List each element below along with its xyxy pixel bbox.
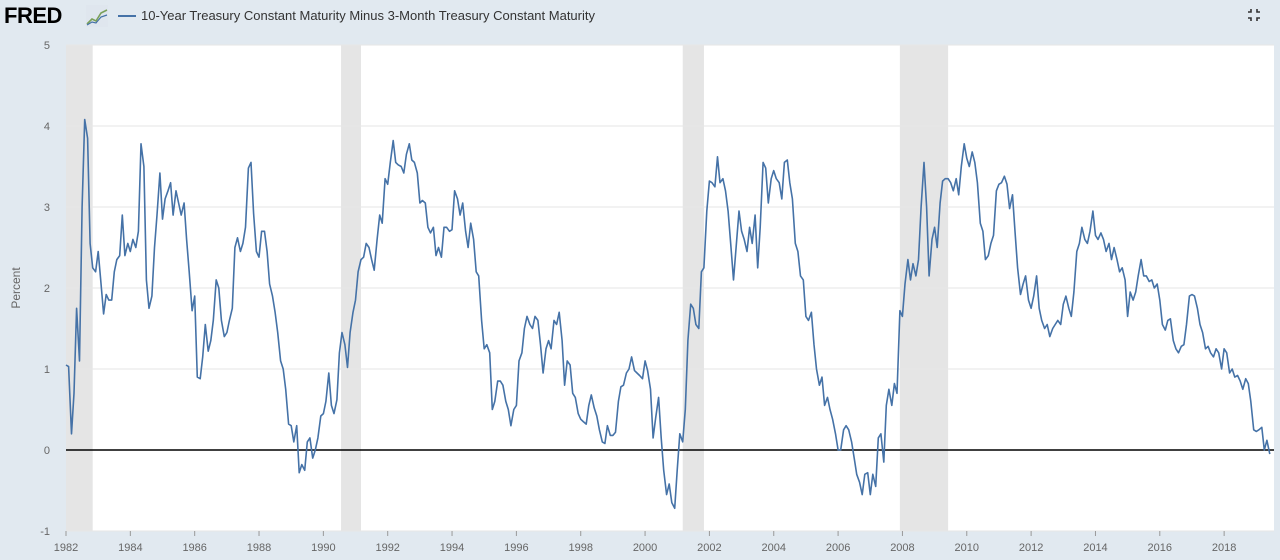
y-tick-label: 0 (44, 445, 50, 457)
x-tick-label: 2014 (1083, 542, 1107, 554)
fred-logo[interactable]: FRED (4, 3, 62, 28)
y-tick-label: 5 (44, 40, 50, 52)
x-tick-label: 1996 (504, 542, 528, 554)
x-tick-label: 2012 (1019, 542, 1043, 554)
y-tick-label: 2 (44, 283, 50, 295)
y-tick-label: 4 (44, 121, 50, 133)
x-tick-label: 2000 (633, 542, 657, 554)
series-line (65, 118, 1271, 510)
x-tick-label: 1992 (375, 542, 399, 554)
x-tick-label: 1988 (247, 542, 271, 554)
y-tick-label: 1 (44, 364, 50, 376)
x-tick-label: 1994 (440, 542, 464, 554)
y-axis-title: Percent (9, 267, 23, 309)
legend-swatch (118, 15, 136, 17)
x-tick-label: 1998 (568, 542, 592, 554)
x-tick-label: 1986 (182, 542, 206, 554)
x-tick-label: 2018 (1212, 542, 1236, 554)
x-tick-label: 2010 (955, 542, 979, 554)
y-tick-label: 3 (44, 202, 50, 214)
graph-icon (86, 5, 108, 27)
x-tick-label: 2016 (1148, 542, 1172, 554)
y-tick-label: -1 (40, 526, 50, 538)
x-tick-label: 2008 (890, 542, 914, 554)
x-tick-label: 2006 (826, 542, 850, 554)
x-tick-label: 1990 (311, 542, 335, 554)
y-axis-ticks: -1 0 1 2 3 4 5 (40, 40, 50, 538)
x-tick-label: 1982 (54, 542, 78, 554)
x-axis-ticks: 1982 1984 1986 1988 1990 1992 1994 1996 1998 2000… (54, 531, 1236, 554)
x-tick-label: 2004 (762, 542, 786, 554)
x-tick-label: 1984 (118, 542, 142, 554)
x-tick-label: 2002 (697, 542, 721, 554)
chart-header: FRED 10-Year Treasury Constant Maturity … (0, 0, 1280, 34)
collapse-arrows-icon[interactable] (1246, 7, 1262, 23)
legend-label: 10-Year Treasury Constant Maturity Minus… (141, 8, 595, 23)
